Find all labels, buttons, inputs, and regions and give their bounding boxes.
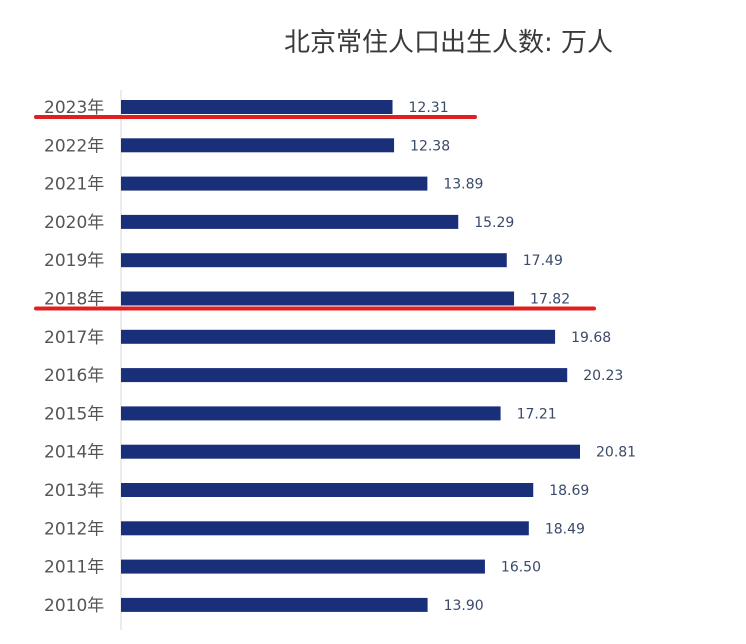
data-label: 20.23: [583, 368, 623, 384]
category-label: 2010年: [44, 596, 104, 616]
category-label: 2017年: [44, 328, 104, 348]
category-label: 2022年: [44, 136, 104, 156]
bar: [121, 329, 556, 344]
category-label: 2023年: [44, 98, 104, 118]
chart-title: 北京常住人口出生人数: 万人: [284, 28, 614, 58]
category-label: 2011年: [44, 558, 104, 578]
category-label: 2018年: [44, 290, 104, 310]
bar: [121, 444, 580, 459]
category-label: 2012年: [44, 519, 104, 539]
bar: [121, 253, 507, 268]
data-label: 17.82: [530, 292, 570, 308]
bar: [121, 483, 534, 497]
bar: [121, 176, 428, 191]
data-label: 15.29: [474, 215, 514, 231]
bar: [121, 214, 459, 229]
bar: [121, 597, 428, 612]
category-label: 2020年: [44, 213, 104, 233]
bar: [121, 291, 515, 306]
data-label: 17.49: [523, 253, 563, 269]
data-label: 13.89: [443, 177, 483, 193]
category-label: 2015年: [44, 404, 104, 424]
data-label: 12.38: [410, 138, 450, 154]
data-label: 17.21: [517, 406, 557, 422]
category-label: 2013年: [44, 481, 104, 501]
data-label: 16.50: [501, 560, 541, 576]
category-label: 2016年: [44, 366, 104, 386]
data-label: 18.69: [549, 483, 589, 499]
category-label: 2014年: [44, 443, 104, 463]
bar: [121, 100, 393, 114]
category-label: 2019年: [44, 251, 104, 271]
data-label: 18.49: [545, 521, 585, 537]
data-label: 19.68: [571, 330, 611, 346]
bar: [121, 368, 568, 383]
bar: [121, 521, 529, 536]
category-label: 2021年: [44, 175, 104, 195]
data-label: 12.31: [409, 100, 449, 116]
bar: [121, 559, 485, 574]
data-label: 20.81: [596, 445, 636, 461]
bar: [121, 406, 501, 421]
data-label: 13.90: [444, 598, 484, 614]
bar: [121, 138, 395, 153]
